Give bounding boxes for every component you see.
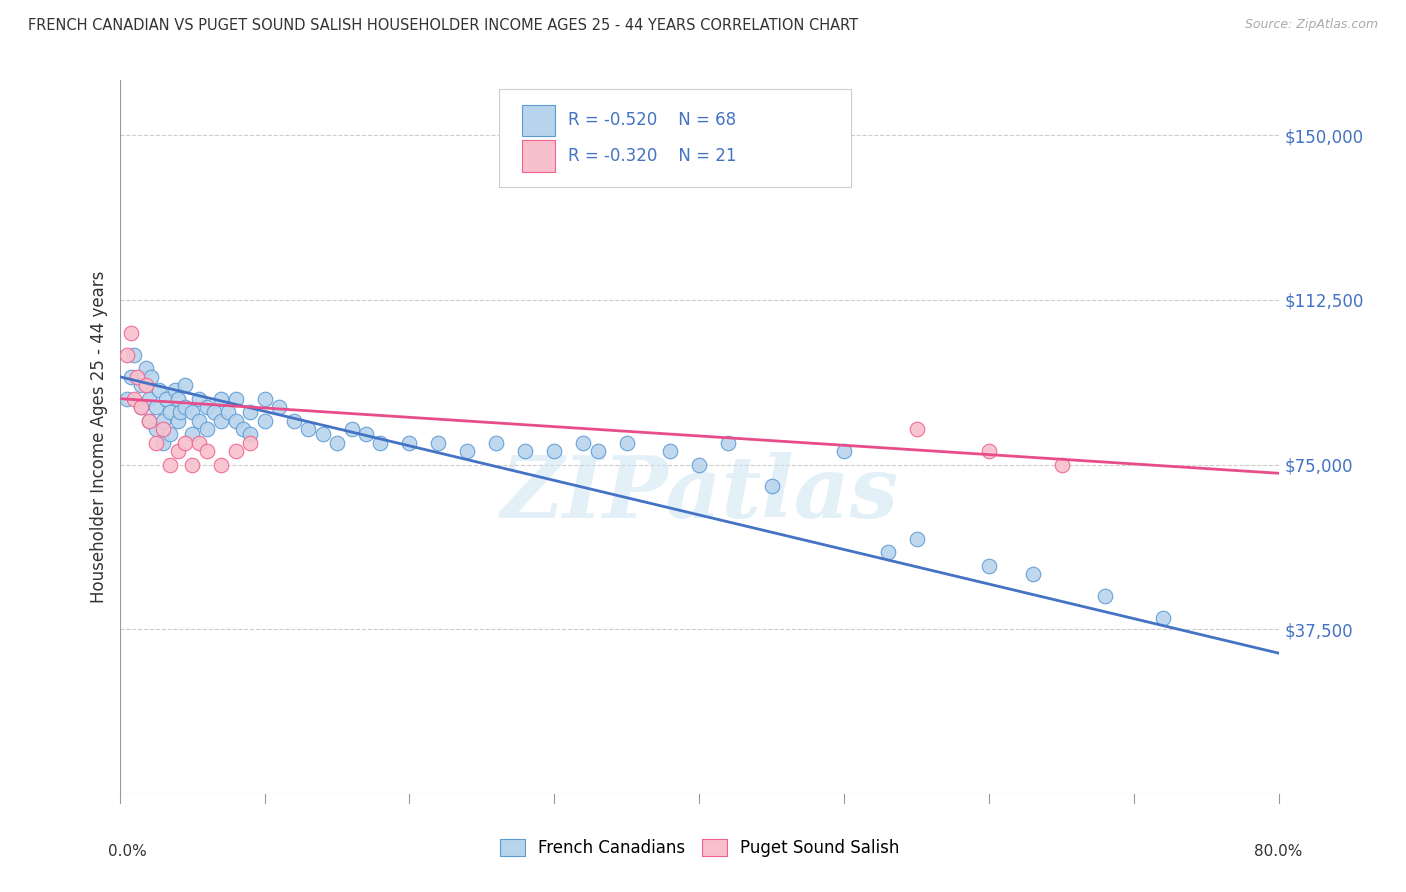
Point [169, 405, 191, 419]
Point [120, 369, 142, 384]
Point [543, 444, 565, 458]
Point [159, 426, 181, 441]
Point [129, 401, 152, 415]
Point [354, 426, 377, 441]
Point [209, 458, 232, 472]
Point [166, 392, 188, 406]
Point [173, 401, 195, 415]
Point [616, 435, 638, 450]
Text: R = -0.520    N = 68: R = -0.520 N = 68 [568, 112, 737, 129]
Y-axis label: Householder Income Ages 25 - 44 years: Householder Income Ages 25 - 44 years [90, 271, 108, 603]
Point [232, 422, 254, 436]
Point [659, 444, 682, 458]
Point [181, 458, 204, 472]
Point [1094, 589, 1116, 603]
Point [181, 405, 204, 419]
Point [283, 414, 305, 428]
Point [485, 435, 508, 450]
Point [202, 405, 225, 419]
Point [129, 378, 152, 392]
Point [225, 414, 247, 428]
Text: R = -0.320    N = 21: R = -0.320 N = 21 [568, 147, 737, 165]
Point [159, 458, 181, 472]
Point [138, 414, 160, 428]
Point [1050, 458, 1073, 472]
Point [125, 369, 148, 384]
Point [239, 426, 262, 441]
Point [456, 444, 478, 458]
Point [1153, 611, 1175, 625]
Point [253, 392, 276, 406]
Point [188, 392, 211, 406]
Point [115, 392, 138, 406]
Point [141, 369, 163, 384]
Text: ZIPatlas: ZIPatlas [501, 452, 898, 536]
Text: 0.0%: 0.0% [108, 844, 146, 859]
Point [253, 414, 276, 428]
Point [188, 435, 211, 450]
Point [138, 392, 160, 406]
Text: FRENCH CANADIAN VS PUGET SOUND SALISH HOUSEHOLDER INCOME AGES 25 - 44 YEARS CORR: FRENCH CANADIAN VS PUGET SOUND SALISH HO… [28, 18, 858, 33]
Point [586, 444, 609, 458]
Point [717, 435, 740, 450]
Point [239, 435, 262, 450]
Point [122, 348, 145, 362]
Text: Source: ZipAtlas.com: Source: ZipAtlas.com [1244, 18, 1378, 31]
Point [166, 414, 188, 428]
Point [217, 405, 239, 419]
Point [326, 435, 349, 450]
Point [267, 401, 290, 415]
Legend: French Canadians, Puget Sound Salish: French Canadians, Puget Sound Salish [494, 832, 905, 864]
Point [129, 401, 152, 415]
Point [979, 444, 1001, 458]
Point [761, 479, 783, 493]
Point [173, 378, 195, 392]
Point [515, 444, 537, 458]
Point [905, 532, 928, 546]
Point [311, 426, 333, 441]
Point [152, 414, 174, 428]
Point [979, 558, 1001, 573]
Point [135, 360, 157, 375]
Point [370, 435, 392, 450]
Point [155, 392, 177, 406]
Point [145, 401, 167, 415]
Point [225, 392, 247, 406]
Point [145, 435, 167, 450]
Point [297, 422, 319, 436]
Point [120, 326, 142, 340]
Point [398, 435, 420, 450]
Point [148, 383, 170, 397]
Point [173, 435, 195, 450]
Point [209, 414, 232, 428]
Point [209, 392, 232, 406]
Point [152, 422, 174, 436]
Point [135, 378, 157, 392]
Point [166, 444, 188, 458]
Point [195, 401, 218, 415]
Point [138, 414, 160, 428]
Point [115, 348, 138, 362]
Point [572, 435, 595, 450]
Point [834, 444, 856, 458]
Point [427, 435, 450, 450]
Point [188, 414, 211, 428]
Point [195, 422, 218, 436]
Point [152, 435, 174, 450]
Point [877, 545, 900, 559]
Point [181, 426, 204, 441]
Point [159, 405, 181, 419]
Point [340, 422, 363, 436]
Point [145, 422, 167, 436]
Point [689, 458, 711, 472]
Point [225, 444, 247, 458]
Point [1022, 567, 1045, 582]
Point [905, 422, 928, 436]
Point [122, 392, 145, 406]
Point [239, 405, 262, 419]
Point [195, 444, 218, 458]
Text: 80.0%: 80.0% [1254, 844, 1303, 859]
Point [163, 383, 186, 397]
